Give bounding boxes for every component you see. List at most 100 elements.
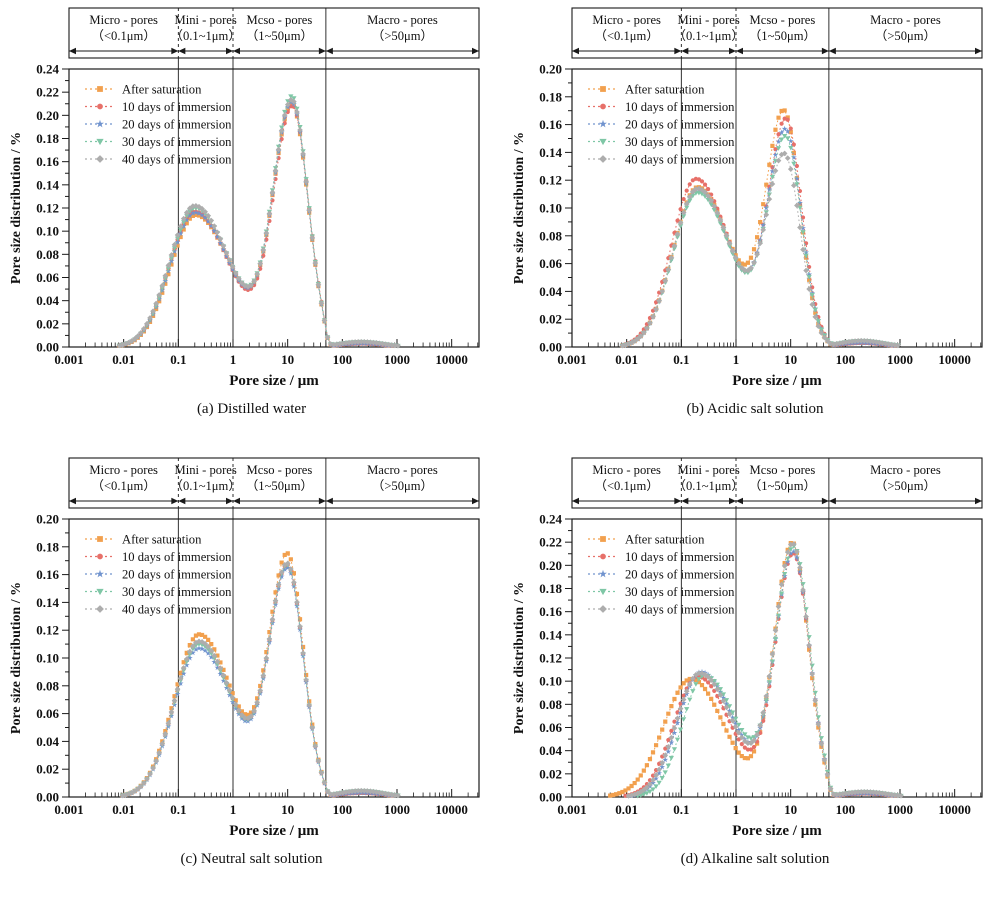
- svg-text:0.18: 0.18: [539, 581, 562, 596]
- svg-text:（1~50μm）: （1~50μm）: [245, 479, 312, 493]
- svg-text:Mcso - pores: Mcso - pores: [246, 13, 312, 27]
- chart-alkaline-salt-solution: Micro - pores （<0.1μm） Mini - pores （0.1~1μ…: [512, 457, 983, 839]
- svg-text:（>50μm）: （>50μm）: [875, 479, 936, 493]
- chart-acidic-salt-solution: Micro - pores （<0.1μm） Mini - pores （0.1~1μ…: [512, 7, 983, 389]
- svg-text:0.01: 0.01: [615, 802, 638, 817]
- svg-text:20 days of immersion: 20 days of immersion: [625, 567, 735, 581]
- svg-text:Mcso - pores: Mcso - pores: [750, 463, 816, 477]
- svg-text:10: 10: [784, 802, 797, 817]
- svg-text:Micro - pores: Micro - pores: [592, 13, 661, 27]
- svg-text:After saturation: After saturation: [625, 532, 705, 546]
- svg-text:（1~50μm）: （1~50μm）: [245, 29, 312, 43]
- svg-text:（0.1~1μm）: （0.1~1μm）: [170, 479, 241, 493]
- svg-text:10000: 10000: [435, 802, 468, 817]
- svg-text:30 days of immersion: 30 days of immersion: [625, 585, 735, 599]
- svg-text:10: 10: [784, 352, 797, 367]
- svg-text:0.02: 0.02: [539, 766, 562, 781]
- svg-text:Mini - pores: Mini - pores: [678, 463, 740, 477]
- svg-text:0.18: 0.18: [36, 131, 59, 146]
- svg-text:30 days of immersion: 30 days of immersion: [625, 135, 735, 149]
- svg-text:（>50μm）: （>50μm）: [875, 29, 936, 43]
- svg-text:1000: 1000: [384, 802, 410, 817]
- svg-text:0.20: 0.20: [36, 108, 59, 123]
- svg-text:（1~50μm）: （1~50μm）: [749, 479, 816, 493]
- svg-text:0.001: 0.001: [557, 352, 586, 367]
- svg-text:Pore size distribution / %: Pore size distribution / %: [9, 132, 24, 284]
- chart-neutral-salt-solution: Micro - pores （<0.1μm） Mini - pores （0.1~1μ…: [9, 457, 480, 839]
- panel-caption: (b) Acidic salt solution: [686, 401, 824, 417]
- svg-text:10 days of immersion: 10 days of immersion: [625, 550, 735, 564]
- svg-text:Macro - pores: Macro - pores: [367, 463, 438, 477]
- svg-text:0.14: 0.14: [36, 595, 59, 610]
- svg-text:0.02: 0.02: [539, 312, 562, 327]
- svg-text:10: 10: [281, 352, 294, 367]
- svg-text:0.12: 0.12: [539, 651, 562, 666]
- svg-text:（0.1~1μm）: （0.1~1μm）: [673, 479, 744, 493]
- svg-text:100: 100: [836, 352, 856, 367]
- svg-text:10 days of immersion: 10 days of immersion: [625, 100, 735, 114]
- svg-text:1000: 1000: [384, 352, 410, 367]
- svg-text:10: 10: [281, 802, 294, 817]
- svg-text:1: 1: [229, 352, 236, 367]
- svg-text:0.24: 0.24: [36, 62, 59, 77]
- svg-text:0.01: 0.01: [112, 802, 135, 817]
- svg-text:0.08: 0.08: [539, 697, 562, 712]
- panel-d: Micro - pores （<0.1μm） Mini - pores （0.1~1μ…: [503, 450, 1007, 899]
- svg-text:（>50μm）: （>50μm）: [371, 479, 432, 493]
- svg-text:0.14: 0.14: [539, 145, 562, 160]
- svg-text:Micro - pores: Micro - pores: [89, 13, 158, 27]
- svg-text:0.1: 0.1: [673, 352, 689, 367]
- svg-text:0.01: 0.01: [112, 352, 135, 367]
- svg-text:100: 100: [332, 352, 352, 367]
- svg-text:0.10: 0.10: [539, 674, 562, 689]
- svg-text:0.14: 0.14: [36, 177, 59, 192]
- svg-text:0.24: 0.24: [539, 512, 562, 527]
- svg-text:1: 1: [733, 352, 740, 367]
- svg-text:Macro - pores: Macro - pores: [870, 463, 941, 477]
- svg-text:0.1: 0.1: [673, 802, 689, 817]
- svg-text:40 days of immersion: 40 days of immersion: [122, 152, 232, 166]
- svg-text:After saturation: After saturation: [625, 82, 705, 96]
- svg-text:0.08: 0.08: [539, 228, 562, 243]
- svg-text:（0.1~1μm）: （0.1~1μm）: [170, 29, 241, 43]
- svg-text:0.00: 0.00: [539, 340, 562, 355]
- svg-text:（1~50μm）: （1~50μm）: [749, 29, 816, 43]
- svg-text:After saturation: After saturation: [122, 82, 202, 96]
- svg-text:20 days of immersion: 20 days of immersion: [122, 567, 232, 581]
- svg-text:0.14: 0.14: [539, 627, 562, 642]
- svg-text:Mini - pores: Mini - pores: [174, 463, 236, 477]
- svg-text:0.20: 0.20: [36, 512, 59, 527]
- svg-text:Mini - pores: Mini - pores: [678, 13, 740, 27]
- panel-caption: (a) Distilled water: [196, 401, 307, 417]
- svg-text:0.06: 0.06: [36, 270, 59, 285]
- svg-text:10000: 10000: [435, 352, 468, 367]
- svg-text:0.02: 0.02: [36, 762, 59, 777]
- svg-text:Mcso - pores: Mcso - pores: [246, 463, 312, 477]
- svg-text:Pore size / μm: Pore size / μm: [229, 823, 319, 839]
- svg-text:0.10: 0.10: [36, 651, 59, 666]
- svg-text:0.1: 0.1: [170, 802, 186, 817]
- svg-text:0.001: 0.001: [54, 802, 83, 817]
- svg-text:100: 100: [332, 802, 352, 817]
- svg-text:0.01: 0.01: [615, 352, 638, 367]
- svg-text:0.00: 0.00: [36, 340, 59, 355]
- svg-text:Macro - pores: Macro - pores: [870, 13, 941, 27]
- svg-text:1000: 1000: [887, 802, 913, 817]
- svg-text:1000: 1000: [887, 352, 913, 367]
- svg-text:30 days of immersion: 30 days of immersion: [122, 585, 232, 599]
- svg-text:0.04: 0.04: [539, 284, 562, 299]
- svg-text:Macro - pores: Macro - pores: [367, 13, 438, 27]
- svg-text:Pore size distribution / %: Pore size distribution / %: [512, 132, 527, 284]
- svg-text:Pore size distribution / %: Pore size distribution / %: [512, 582, 527, 734]
- svg-text:30 days of immersion: 30 days of immersion: [122, 135, 232, 149]
- svg-text:40 days of immersion: 40 days of immersion: [122, 602, 232, 616]
- svg-text:After saturation: After saturation: [122, 532, 202, 546]
- svg-text:0.16: 0.16: [539, 117, 562, 132]
- svg-text:Pore size distribution / %: Pore size distribution / %: [9, 582, 24, 734]
- svg-text:0.08: 0.08: [36, 247, 59, 262]
- svg-text:0.16: 0.16: [36, 154, 59, 169]
- svg-text:20 days of immersion: 20 days of immersion: [122, 117, 232, 131]
- svg-text:10000: 10000: [938, 802, 971, 817]
- svg-text:（<0.1μm）: （<0.1μm）: [91, 29, 156, 43]
